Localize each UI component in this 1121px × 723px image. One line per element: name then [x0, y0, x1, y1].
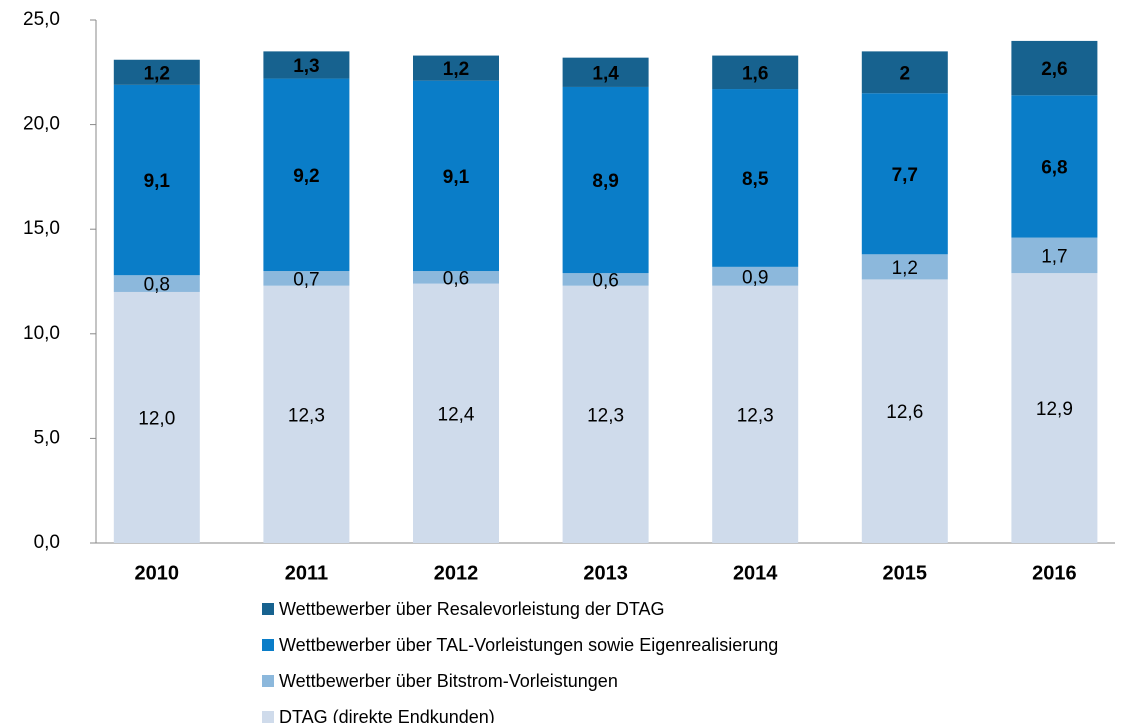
bar-segment — [712, 266, 799, 286]
y-tick-label: 10,0 — [23, 323, 60, 344]
bar-segment — [861, 279, 948, 543]
value-label: 0,6 — [592, 270, 618, 291]
y-tick-label: 15,0 — [23, 218, 60, 239]
y-tick-label: 5,0 — [34, 427, 60, 448]
x-tick-label: 2010 — [135, 562, 180, 584]
value-label: 9,2 — [293, 166, 319, 187]
legend-label: Wettbewerber über Resalevorleistung der … — [279, 599, 665, 619]
value-label: 6,8 — [1041, 157, 1067, 178]
legend-label: Wettbewerber über TAL-Vorleistungen sowi… — [279, 635, 778, 655]
legend-swatch — [262, 603, 274, 615]
value-label: 1,2 — [144, 63, 170, 84]
value-label: 12,0 — [138, 408, 175, 429]
value-label: 1,2 — [443, 59, 469, 80]
x-tick-label: 2013 — [583, 562, 628, 584]
legend-swatch — [262, 639, 274, 651]
legend-label: DTAG (direkte Endkunden) — [279, 707, 495, 723]
value-label: 9,1 — [443, 167, 470, 188]
x-tick-label: 2016 — [1032, 562, 1077, 584]
bar-segment — [861, 254, 948, 280]
legend-swatch — [262, 675, 274, 687]
bar-segment — [263, 285, 350, 543]
x-tick-label: 2015 — [883, 562, 928, 584]
x-tick-label: 2012 — [434, 562, 479, 584]
value-label: 0,6 — [443, 268, 469, 289]
value-label: 8,5 — [742, 169, 769, 190]
bar-segment — [113, 291, 200, 543]
value-label: 1,4 — [592, 63, 619, 84]
bar-segment — [861, 51, 948, 94]
bar-segment — [861, 93, 948, 255]
value-label: 12,4 — [438, 404, 475, 425]
y-tick-label: 20,0 — [23, 114, 60, 135]
bar-segment — [562, 273, 649, 286]
bar-segment — [113, 59, 200, 85]
bar-segment — [263, 271, 350, 286]
bar-segment — [1011, 95, 1098, 238]
x-tick-label: 2011 — [285, 562, 328, 584]
value-label: 1,2 — [892, 258, 918, 279]
value-label: 7,7 — [892, 165, 918, 186]
value-label: 1,6 — [742, 63, 768, 84]
bar-segment — [263, 51, 350, 79]
value-label: 12,3 — [737, 405, 774, 426]
value-label: 0,7 — [293, 269, 319, 290]
legend-label: Wettbewerber über Bitstrom-Vorleistungen — [279, 671, 618, 691]
value-label: 12,9 — [1036, 399, 1073, 420]
bar-segment — [1011, 40, 1098, 96]
value-label: 0,9 — [742, 267, 768, 288]
y-tick-label: 25,0 — [23, 9, 60, 30]
value-label: 8,9 — [592, 171, 618, 192]
value-label: 0,8 — [144, 275, 170, 296]
bar-segment — [413, 55, 499, 81]
bar-segment — [1011, 273, 1098, 543]
bar-segment — [712, 285, 799, 543]
bar-segment — [413, 271, 499, 284]
bar-segment — [712, 89, 799, 267]
bar-segment — [113, 84, 200, 276]
value-label: 2 — [900, 63, 911, 84]
bar-segment — [562, 285, 649, 543]
y-tick-label: 0,0 — [34, 532, 60, 553]
bar-segment — [263, 78, 350, 272]
bar-segment — [562, 57, 649, 87]
bar-segment — [562, 86, 649, 274]
value-label: 12,3 — [587, 405, 624, 426]
bar-segment — [712, 55, 799, 90]
bar-segment — [113, 275, 200, 292]
value-label: 2,6 — [1041, 59, 1067, 80]
bar-segment — [413, 80, 499, 272]
value-label: 12,6 — [886, 402, 923, 423]
legend-swatch — [262, 711, 274, 723]
value-label: 9,1 — [144, 171, 171, 192]
value-label: 12,3 — [288, 405, 325, 426]
bar-segment — [1011, 237, 1098, 274]
bar-segment — [413, 283, 499, 543]
x-tick-label: 2014 — [733, 562, 778, 584]
value-label: 1,3 — [293, 56, 319, 77]
value-label: 1,7 — [1041, 246, 1067, 267]
